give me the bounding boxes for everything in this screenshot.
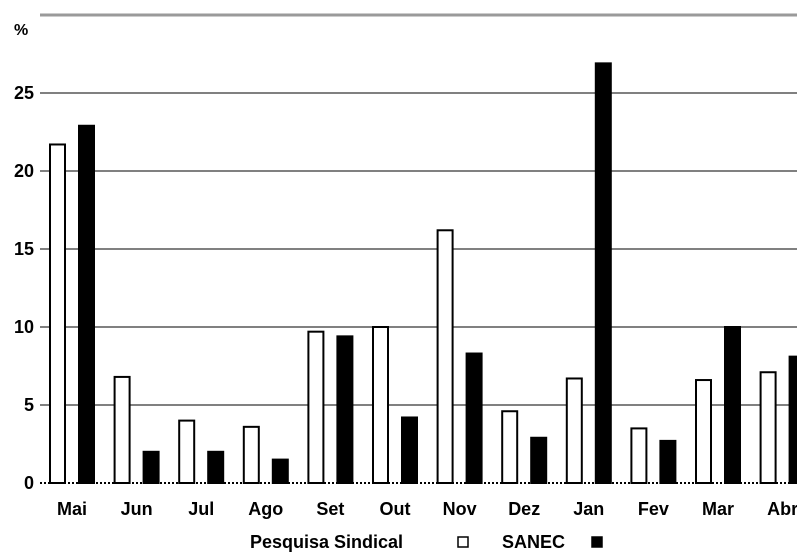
legend-swatch-series-1 bbox=[591, 536, 603, 548]
bar-pesquisa-sindical-dez bbox=[501, 410, 519, 484]
bar-sanec-jun bbox=[142, 450, 160, 484]
bar-sanec-dez bbox=[530, 436, 548, 485]
bar-pesquisa-sindical-nov bbox=[436, 229, 454, 484]
x-tick-label: Jul bbox=[188, 499, 214, 519]
bar-pesquisa-sindical-jan bbox=[565, 377, 583, 485]
y-tick-label: 10 bbox=[14, 317, 34, 337]
bar-pesquisa-sindical-ago bbox=[242, 425, 260, 484]
x-tick-label: Mar bbox=[702, 499, 734, 519]
bar-pesquisa-sindical-abr bbox=[759, 371, 777, 484]
bar-sanec-nov bbox=[465, 352, 483, 484]
bar-sanec-mar bbox=[724, 326, 741, 484]
bars bbox=[49, 62, 797, 485]
bar-sanec-mai bbox=[78, 124, 95, 484]
gridlines bbox=[40, 92, 797, 406]
x-tick-label: Mai bbox=[57, 499, 87, 519]
bar-pesquisa-sindical-jun bbox=[113, 375, 131, 485]
bar-sanec-jul bbox=[207, 450, 225, 484]
y-tick-label: 20 bbox=[14, 161, 34, 181]
x-tick-label: Jan bbox=[573, 499, 604, 519]
legend-label-series-1: SANEC bbox=[502, 532, 565, 552]
bar-pesquisa-sindical-fev bbox=[630, 427, 648, 484]
y-axis-unit-label: % bbox=[14, 22, 28, 39]
legend-label-series-0: Pesquisa Sindical bbox=[250, 532, 403, 552]
bar-pesquisa-sindical-set bbox=[307, 330, 325, 484]
bar-sanec-ago bbox=[271, 458, 289, 485]
y-axis-ticks: 0 5 10 15 20 25 bbox=[14, 83, 34, 493]
x-axis-labels: Mai Jun Jul Ago Set Out Nov Dez Jan Fev Mar Abr bbox=[57, 499, 797, 519]
legend: Pesquisa Sindical SANEC bbox=[250, 532, 603, 552]
y-tick-label: 0 bbox=[24, 473, 34, 493]
x-tick-label: Jun bbox=[121, 499, 153, 519]
bar-pesquisa-sindical-jul bbox=[178, 419, 196, 485]
bar-sanec-set bbox=[336, 335, 354, 484]
x-tick-label: Nov bbox=[443, 499, 477, 519]
x-tick-label: Ago bbox=[248, 499, 283, 519]
bar-pesquisa-sindical-mai bbox=[49, 143, 66, 484]
y-tick-label: 25 bbox=[14, 83, 34, 103]
x-tick-label: Out bbox=[380, 499, 411, 519]
bar-sanec-abr bbox=[788, 355, 797, 485]
legend-swatch-series-0 bbox=[457, 536, 469, 548]
y-tick-label: 15 bbox=[14, 239, 34, 259]
bar-pesquisa-sindical-mar bbox=[695, 379, 712, 485]
bar-sanec-out bbox=[401, 416, 418, 485]
x-tick-label: Dez bbox=[508, 499, 540, 519]
x-tick-label: Abr bbox=[767, 499, 797, 519]
y-tick-label: 5 bbox=[24, 395, 34, 415]
bar-sanec-jan bbox=[594, 62, 612, 485]
bar-pesquisa-sindical-out bbox=[372, 326, 389, 484]
x-tick-label: Set bbox=[316, 499, 344, 519]
bar-sanec-fev bbox=[659, 439, 677, 485]
x-tick-label: Fev bbox=[638, 499, 669, 519]
